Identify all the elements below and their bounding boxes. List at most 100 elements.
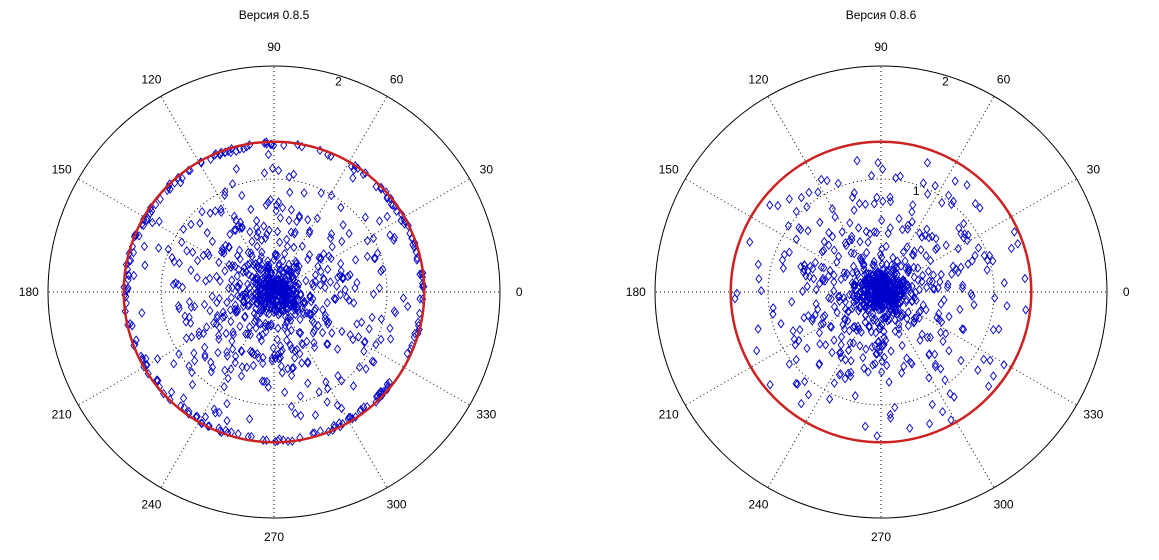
data-point bbox=[904, 220, 912, 231]
data-point bbox=[224, 373, 232, 384]
data-point bbox=[876, 290, 884, 301]
data-point bbox=[320, 273, 328, 284]
data-point bbox=[954, 243, 962, 254]
data-point bbox=[269, 282, 277, 292]
data-point bbox=[817, 262, 825, 273]
data-point bbox=[252, 278, 260, 289]
data-point bbox=[253, 310, 261, 321]
data-point bbox=[324, 264, 332, 275]
grid-spoke bbox=[273, 291, 388, 488]
data-point bbox=[205, 250, 213, 261]
data-point bbox=[297, 410, 305, 421]
data-point bbox=[285, 265, 293, 276]
data-point bbox=[1014, 238, 1022, 249]
data-point bbox=[325, 317, 333, 327]
data-point bbox=[298, 241, 306, 252]
data-point bbox=[215, 330, 223, 341]
data-point bbox=[368, 356, 376, 366]
data-point bbox=[295, 327, 303, 338]
data-point bbox=[850, 205, 858, 215]
data-point bbox=[379, 264, 387, 275]
data-point bbox=[271, 278, 279, 288]
data-point bbox=[189, 247, 197, 258]
grid-spoke bbox=[685, 178, 882, 293]
data-point bbox=[338, 236, 346, 247]
grid-spoke bbox=[78, 178, 275, 293]
data-point bbox=[281, 323, 289, 334]
data-point bbox=[779, 263, 787, 274]
data-point bbox=[132, 335, 140, 345]
data-point bbox=[914, 263, 922, 273]
data-point bbox=[210, 318, 218, 328]
data-point bbox=[923, 332, 931, 343]
data-point bbox=[929, 283, 937, 294]
data-point bbox=[258, 235, 266, 245]
data-point bbox=[253, 298, 261, 309]
data-point bbox=[841, 272, 849, 282]
data-point bbox=[363, 236, 372, 246]
outer-circle bbox=[47, 65, 501, 519]
data-point bbox=[935, 308, 943, 319]
data-point bbox=[923, 158, 932, 168]
data-point bbox=[220, 248, 228, 259]
data-point bbox=[757, 286, 765, 296]
data-point bbox=[143, 360, 151, 370]
data-point bbox=[215, 257, 223, 268]
data-point bbox=[995, 324, 1003, 334]
data-point bbox=[933, 243, 941, 253]
data-point bbox=[931, 180, 939, 191]
data-point bbox=[777, 318, 785, 329]
data-point bbox=[873, 317, 881, 328]
data-point bbox=[873, 302, 881, 312]
data-point bbox=[898, 340, 906, 351]
data-point bbox=[903, 242, 911, 252]
data-point bbox=[211, 206, 219, 216]
data-point bbox=[904, 320, 912, 331]
data-point bbox=[337, 258, 345, 269]
data-point bbox=[248, 347, 257, 357]
data-point bbox=[202, 276, 210, 286]
reference-circle bbox=[729, 140, 1033, 444]
data-point bbox=[416, 294, 424, 304]
data-point bbox=[188, 332, 196, 342]
data-point bbox=[267, 321, 275, 331]
data-point bbox=[891, 301, 899, 312]
data-point bbox=[386, 323, 394, 334]
data-point bbox=[755, 274, 763, 284]
data-point bbox=[175, 258, 183, 268]
data-point bbox=[300, 297, 309, 307]
data-point bbox=[271, 436, 279, 447]
data-point bbox=[968, 291, 976, 301]
theta-tick-label: 120 bbox=[748, 73, 768, 87]
data-point bbox=[798, 286, 807, 297]
data-point bbox=[268, 356, 276, 366]
data-point bbox=[264, 320, 273, 331]
data-point bbox=[339, 220, 347, 230]
data-point bbox=[842, 240, 850, 251]
data-point bbox=[352, 255, 360, 265]
data-point bbox=[826, 321, 834, 332]
data-point bbox=[897, 261, 905, 272]
data-point bbox=[846, 289, 854, 300]
data-point bbox=[169, 279, 177, 290]
data-point bbox=[341, 285, 349, 295]
data-point bbox=[924, 189, 932, 199]
data-point bbox=[945, 311, 953, 322]
data-point bbox=[291, 408, 299, 419]
data-point bbox=[217, 204, 225, 214]
data-point bbox=[980, 354, 988, 365]
data-point bbox=[971, 250, 979, 261]
data-point bbox=[233, 304, 242, 315]
data-point bbox=[294, 303, 302, 313]
data-point bbox=[877, 297, 886, 308]
data-point bbox=[232, 215, 240, 225]
data-point bbox=[814, 187, 822, 197]
data-point bbox=[260, 292, 268, 302]
data-point bbox=[267, 268, 275, 279]
data-point bbox=[804, 226, 812, 236]
data-point bbox=[193, 272, 201, 283]
data-point bbox=[155, 216, 163, 227]
data-point bbox=[846, 338, 854, 348]
data-point bbox=[901, 256, 909, 266]
data-point bbox=[870, 302, 878, 313]
